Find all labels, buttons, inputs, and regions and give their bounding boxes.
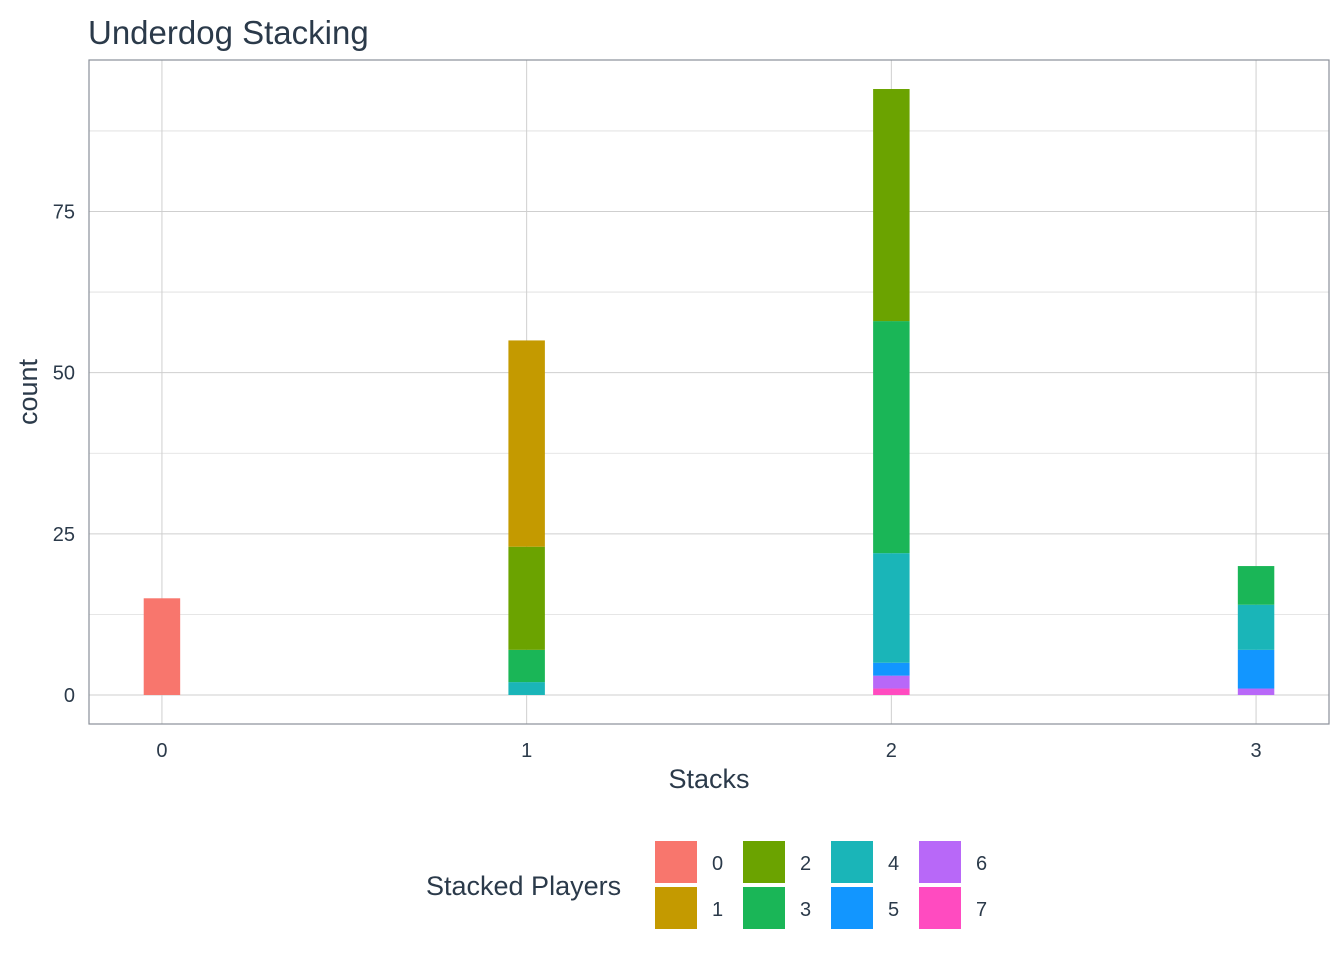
- legend-title: Stacked Players: [426, 871, 621, 901]
- legend-label: 4: [888, 853, 899, 875]
- legend-key: [831, 887, 873, 929]
- x-tick-label: 2: [886, 740, 897, 762]
- legend-key: [743, 841, 785, 883]
- grid: [89, 60, 1329, 724]
- legend-label: 3: [800, 899, 811, 921]
- y-tick-label: 75: [53, 201, 75, 223]
- y-tick-label: 25: [53, 524, 75, 546]
- bars: [143, 89, 1275, 695]
- tick-labels: 0 25 50 75 0 1 2 3: [53, 201, 1262, 762]
- legend-key: [743, 887, 785, 929]
- x-tick-label: 3: [1250, 740, 1261, 762]
- legend-key: [919, 887, 961, 929]
- legend-label: 1: [712, 899, 723, 921]
- bar-segment: [1237, 649, 1275, 689]
- bar-segment: [508, 546, 545, 650]
- legend: Stacked Players 0 1 2 3 4 5 6 7: [426, 841, 987, 929]
- bar-segment: [873, 662, 910, 676]
- bar-segment: [1237, 566, 1275, 605]
- x-axis-title: Stacks: [668, 764, 749, 794]
- legend-key: [655, 841, 697, 883]
- legend-label: 7: [976, 899, 987, 921]
- bar-segment: [508, 682, 545, 695]
- chart-title: Underdog Stacking: [88, 14, 369, 51]
- bar-segment: [508, 340, 545, 547]
- legend-label: 6: [976, 853, 987, 875]
- y-tick-label: 0: [64, 685, 75, 707]
- x-tick-label: 0: [156, 740, 167, 762]
- legend-key: [919, 841, 961, 883]
- bar-segment: [873, 688, 910, 695]
- y-tick-label: 50: [53, 363, 75, 385]
- legend-label: 5: [888, 899, 899, 921]
- panel-border: [88, 59, 1330, 725]
- bar-segment: [143, 598, 181, 695]
- bar-segment: [1237, 604, 1275, 650]
- legend-label: 2: [800, 853, 811, 875]
- legend-label: 0: [712, 853, 723, 875]
- legend-key: [655, 887, 697, 929]
- bar-segment: [1237, 688, 1275, 695]
- x-tick-label: 1: [521, 740, 532, 762]
- bar-segment: [873, 675, 910, 689]
- bar-segment: [873, 553, 910, 663]
- y-axis-title: count: [13, 358, 43, 425]
- bar-segment: [873, 89, 910, 322]
- legend-key: [831, 841, 873, 883]
- bar-segment: [873, 321, 910, 554]
- bar-segment: [508, 649, 545, 683]
